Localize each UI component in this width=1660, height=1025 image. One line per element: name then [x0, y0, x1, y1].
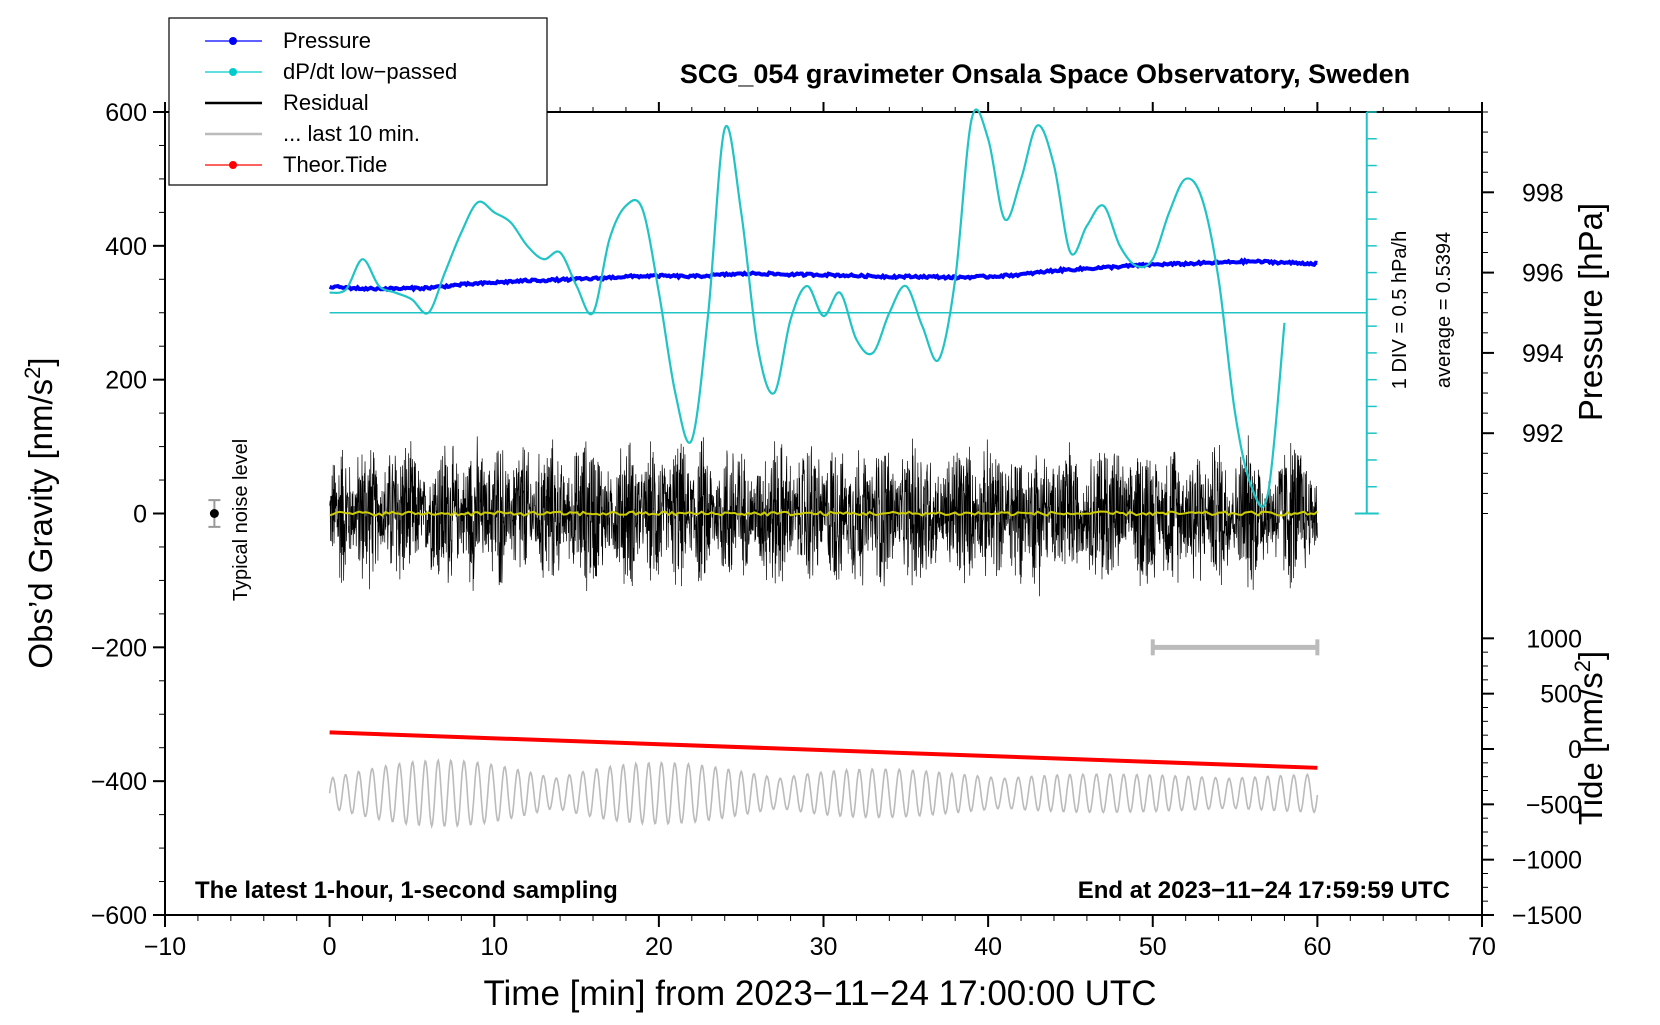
annotation-end-time: End at 2023−11−24 17:59:59 UTC	[1078, 877, 1450, 904]
y-tick-label-left: −200	[91, 634, 147, 662]
y-tick-label-left: 0	[133, 501, 147, 529]
y-axis-label-tide-close: ]	[1572, 651, 1609, 660]
y-tick-label-left: 600	[105, 99, 147, 127]
y-axis-label-left-sup: 2	[20, 367, 45, 379]
y-tick-label-tide: −1500	[1512, 902, 1582, 930]
axes-layer: −10 0 10 20 30 40 50 60 70 600 400 200 0 −200 −400 −600…	[91, 99, 1582, 961]
legend: Pressure dP/dt low−passed Residual ... l…	[168, 17, 548, 186]
x-tick-label: 0	[323, 933, 337, 961]
annotation-dpdt-scale: 1 DIV = 0.5 hPa/h	[1389, 231, 1411, 389]
y-axis-label-pressure: Pressure [hPa]	[1572, 203, 1609, 421]
legend-label-tide: Theor.Tide	[283, 152, 387, 177]
x-tick-label: 50	[1139, 933, 1167, 961]
last10-trace	[328, 757, 1319, 829]
y-axis-label-left-text: Obs’d Gravity [nm/s	[22, 379, 59, 669]
annotation-sampling: The latest 1-hour, 1-second sampling	[195, 877, 618, 904]
y-axis-label-tide-text: Tide [nm/s	[1572, 672, 1609, 825]
legend-items	[205, 37, 262, 169]
x-tick-label: −10	[144, 933, 186, 961]
x-tick-label: 70	[1468, 933, 1496, 961]
x-tick-label: 60	[1303, 933, 1331, 961]
y-tick-label-pressure: 996	[1522, 260, 1564, 288]
legend-label-residual: Residual	[283, 90, 369, 115]
y-axis-label-left-close: ]	[22, 357, 59, 366]
legend-marker	[229, 37, 237, 45]
legend-marker	[229, 161, 237, 169]
chart-title: SCG_054 gravimeter Onsala Space Observat…	[680, 59, 1410, 89]
traces-layer	[328, 108, 1367, 829]
x-tick-label: 40	[974, 933, 1002, 961]
legend-label-pressure: Pressure	[283, 28, 371, 53]
x-tick-label: 20	[645, 933, 673, 961]
x-tick-label: 10	[480, 933, 508, 961]
residual-trace	[329, 435, 1318, 597]
y-tick-label-pressure: 992	[1522, 420, 1564, 448]
annotation-noise-level: Typical noise level	[230, 439, 252, 601]
y-tick-label-tide: 500	[1540, 681, 1582, 709]
y-axis-label-left: Obs’d Gravity [nm/s2]	[20, 357, 59, 668]
y-axis-label-tide-sup: 2	[1570, 660, 1595, 672]
y-tick-label-tide: −1000	[1512, 847, 1582, 875]
x-tick-label: 30	[810, 933, 838, 961]
y-tick-label-tide: −500	[1526, 791, 1582, 819]
residual-mean-line	[329, 510, 1319, 517]
legend-box	[168, 17, 548, 186]
y-tick-label-left: −400	[91, 768, 147, 796]
y-tick-label-tide: 0	[1568, 736, 1582, 764]
y-tick-label-pressure: 994	[1522, 340, 1564, 368]
y-axis-label-tide: Tide [nm/s2]	[1570, 651, 1609, 825]
series-tide	[329, 730, 1318, 770]
y-tick-label-left: −600	[91, 902, 147, 930]
y-tick-label-pressure: 998	[1522, 179, 1564, 207]
annotation-dpdt-average: average = 0.5394	[1433, 232, 1455, 388]
legend-marker	[229, 68, 237, 76]
legend-label-dpdt: dP/dt low−passed	[283, 59, 457, 84]
series-dpdt	[329, 108, 1286, 508]
series-pressure	[328, 257, 1318, 293]
y-tick-label-left: 400	[105, 233, 147, 261]
legend-label-last10: ... last 10 min.	[283, 121, 420, 146]
x-axis-label: Time [min] from 2023−11−24 17:00:00 UTC	[483, 974, 1156, 1013]
noise-point	[209, 509, 219, 518]
y-tick-label-tide: 1000	[1526, 625, 1582, 653]
y-tick-label-left: 200	[105, 367, 147, 395]
